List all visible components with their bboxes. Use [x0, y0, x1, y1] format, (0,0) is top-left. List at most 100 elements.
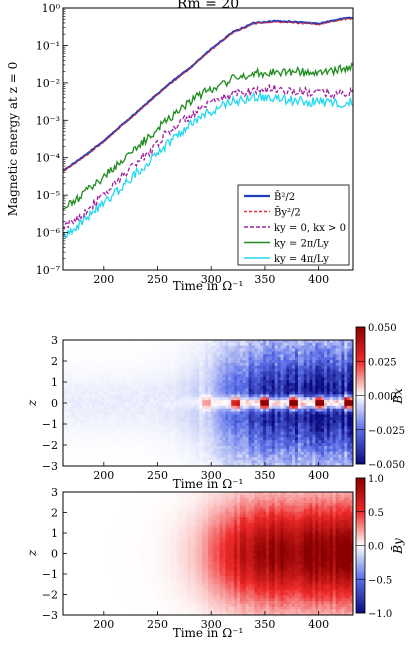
- heatmap-cell: [248, 443, 252, 447]
- heatmap-cell: [97, 348, 102, 352]
- heatmap-cell: [92, 397, 96, 401]
- heatmap-cell: [332, 357, 336, 361]
- heatmap-cell: [129, 497, 133, 501]
- heatmap-cell: [103, 342, 107, 347]
- heatmap-cell: [295, 494, 299, 498]
- heatmap-cell: [297, 494, 302, 498]
- heatmap-cell: [260, 434, 264, 438]
- heatmap-cell: [176, 357, 180, 361]
- heatmap-cell: [344, 437, 348, 441]
- heatmap-cell: [347, 425, 351, 430]
- heatmap-cell: [251, 388, 255, 392]
- heatmap-cell: [150, 377, 154, 381]
- heatmap-cell: [179, 342, 183, 347]
- heatmap-cell: [152, 403, 157, 407]
- colorbar-tick-label: −0.050: [368, 460, 405, 471]
- heatmap-cell: [347, 460, 351, 464]
- heatmap-cell: [205, 365, 209, 370]
- heatmap-cell: [150, 374, 154, 378]
- heatmap-cell: [237, 342, 241, 347]
- heatmap-cell: [228, 463, 232, 467]
- heatmap-cell: [202, 351, 206, 355]
- heatmap-cell: [155, 403, 160, 407]
- heatmap-cell: [121, 382, 125, 387]
- heatmap-cell: [193, 463, 197, 467]
- heatmap-cell: [144, 425, 148, 430]
- heatmap-cell: [83, 394, 87, 398]
- heatmap-cell: [329, 397, 334, 401]
- heatmap-cell: [65, 443, 70, 447]
- heatmap-cell: [315, 492, 319, 496]
- heatmap-cell: [210, 451, 215, 455]
- heatmap-cell: [245, 391, 249, 395]
- heatmap-cell: [263, 377, 267, 381]
- heatmap-cell: [205, 360, 209, 364]
- heatmap-cell: [179, 451, 183, 455]
- heatmap-cell: [347, 391, 351, 395]
- heatmap-cell: [268, 425, 273, 430]
- heatmap-cell: [335, 391, 339, 395]
- heatmap-cell: [118, 448, 122, 453]
- heatmap-cell: [274, 348, 278, 352]
- heatmap-cell: [92, 492, 96, 496]
- heatmap-cell: [106, 360, 110, 364]
- heatmap-cell: [106, 437, 110, 441]
- heatmap-cell: [147, 443, 151, 447]
- heatmap-cell: [309, 360, 313, 364]
- heatmap-cell: [324, 391, 328, 395]
- heatmap-cell: [176, 431, 180, 435]
- heatmap-cell: [216, 388, 220, 392]
- heatmap-cell: [286, 342, 290, 347]
- heatmap-cell: [147, 494, 151, 498]
- heatmap-cell: [176, 417, 180, 421]
- heatmap-cell: [135, 437, 139, 441]
- heatmap-cell: [274, 394, 278, 398]
- heatmap-cell: [350, 368, 354, 372]
- heatmap-cell: [190, 503, 194, 507]
- heatmap-cell: [106, 340, 110, 344]
- heatmap-cell: [161, 411, 165, 415]
- heatmap-cell: [222, 428, 226, 433]
- heatmap-cell: [297, 497, 302, 501]
- heatmap-cell: [170, 437, 174, 441]
- heatmap-cell: [239, 437, 244, 441]
- heatmap-cell: [318, 400, 322, 404]
- heatmap-cell: [97, 371, 102, 375]
- heatmap-cell: [187, 457, 191, 461]
- heatmap-cell: [190, 368, 194, 372]
- heatmap-cell: [109, 503, 113, 507]
- heatmap-cell: [141, 403, 145, 407]
- heatmap-cell: [341, 445, 345, 450]
- heatmap-cell: [94, 385, 99, 390]
- heatmap-cell: [248, 431, 252, 435]
- heatmap-cell: [94, 428, 99, 433]
- heatmap-cell: [126, 377, 131, 381]
- heatmap-cell: [335, 382, 339, 387]
- heatmap-cell: [263, 443, 267, 447]
- heatmap-cell: [350, 351, 354, 355]
- heatmap-cell: [170, 391, 174, 395]
- heatmap-cell: [123, 405, 128, 410]
- heatmap-cell: [141, 368, 145, 372]
- heatmap-cell: [277, 437, 281, 441]
- heatmap-cell: [312, 405, 316, 410]
- heatmap-cell: [83, 437, 87, 441]
- heatmap-cell: [147, 354, 151, 358]
- heatmap-cell: [231, 368, 235, 372]
- heatmap-cell: [199, 454, 203, 458]
- heatmap-cell: [144, 348, 148, 352]
- heatmap-cell: [222, 388, 226, 392]
- heatmap-cell: [286, 445, 290, 450]
- heatmap-cell: [190, 382, 194, 387]
- heatmap-cell: [141, 497, 145, 501]
- heatmap-cell: [295, 365, 299, 370]
- heatmap-cell: [187, 423, 191, 427]
- heatmap-cell: [92, 405, 96, 410]
- heatmap-cell: [115, 365, 119, 370]
- heatmap-cell: [341, 492, 345, 496]
- heatmap-cell: [219, 492, 223, 496]
- heatmap-cell: [286, 492, 290, 496]
- heatmap-cell: [112, 451, 116, 455]
- heatmap-cell: [216, 411, 220, 415]
- heatmap-cell: [300, 460, 305, 464]
